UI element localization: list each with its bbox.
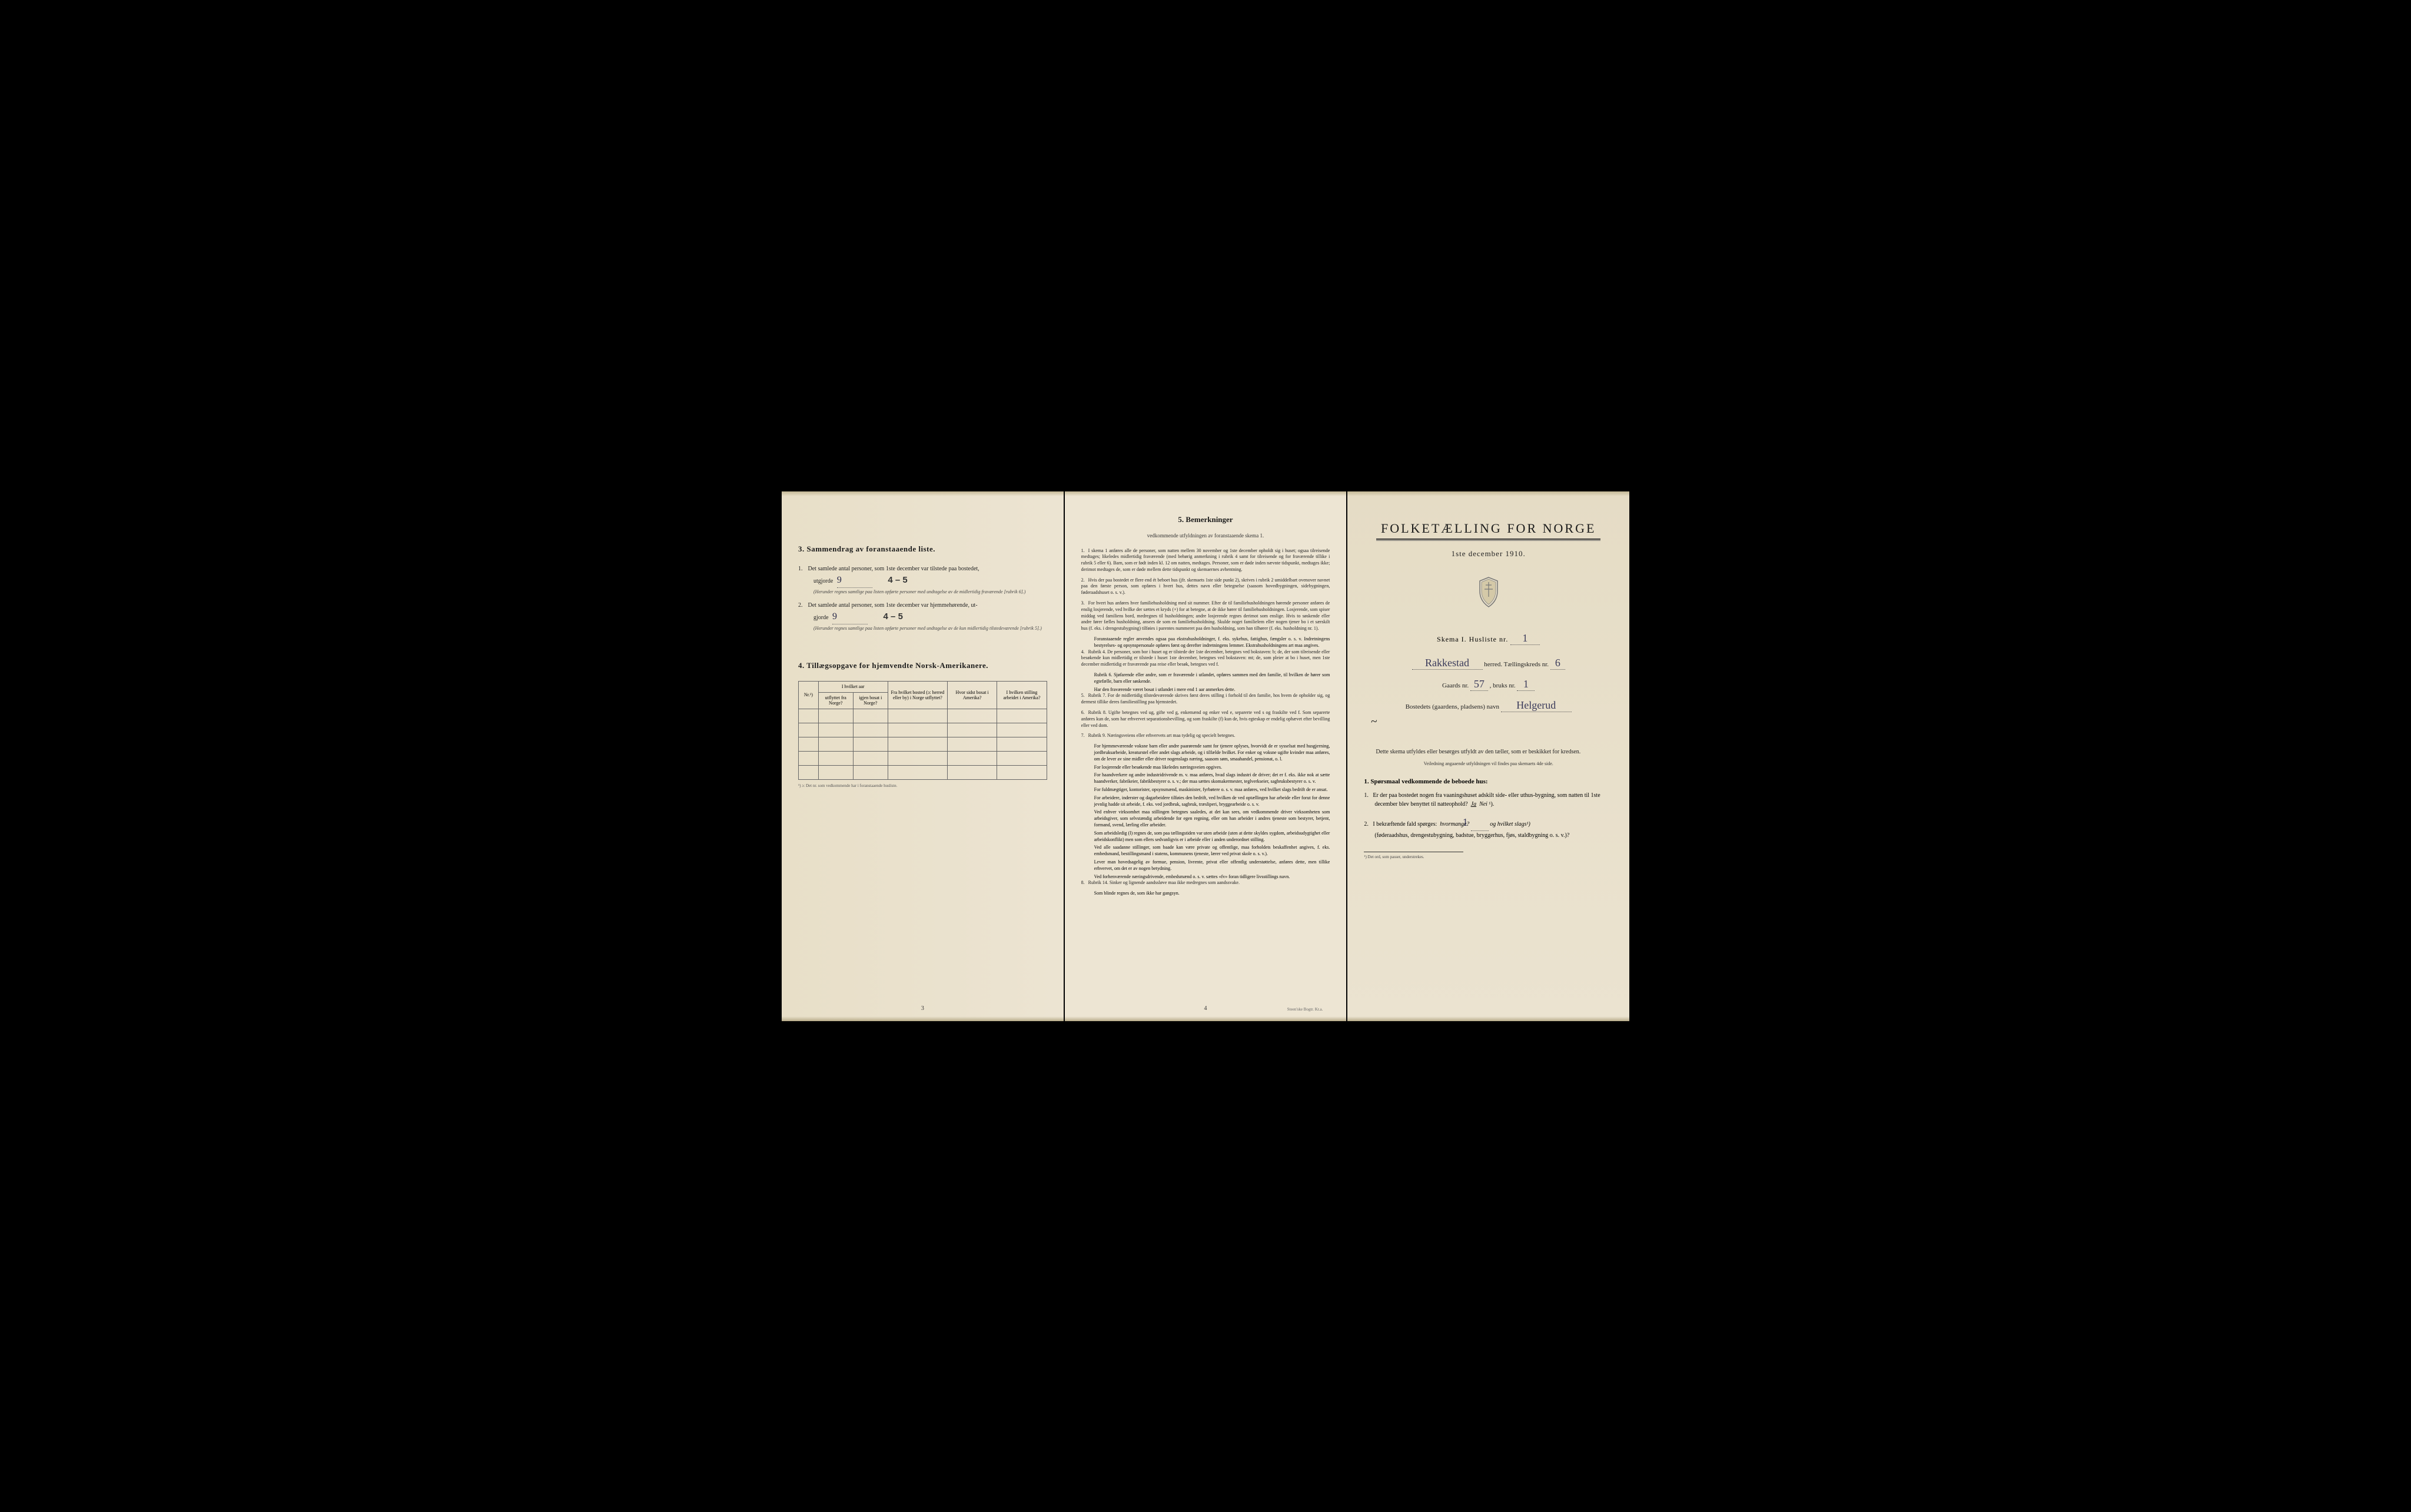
page-left: 3. Sammendrag av foranstaaende liste. 1.… [782,491,1064,1021]
th-position: I hvilken stilling arbeidet i Amerika? [997,682,1047,709]
crest-icon [1364,576,1613,614]
table-row [799,709,1047,723]
remark-para: Lever man hovedsagelig av formue, pensio… [1094,859,1330,872]
table-row [799,737,1047,752]
remark-para: For haandverkere og andre industridriven… [1094,772,1330,785]
page-right: FOLKETÆLLING FOR NORGE 1ste december 191… [1347,491,1629,1021]
note-1: (Herunder regnes samtlige paa listen opf… [813,589,1047,595]
instruction-text: Dette skema utfyldes eller besørges utfy… [1364,747,1613,756]
note-2: (Herunder regnes samtlige paa listen opf… [813,626,1047,632]
remark-para: Har den fraværende været bosat i utlande… [1094,687,1330,693]
subtitle: 1ste december 1910. [1364,549,1613,559]
summary-item-1: 1. Det samlede antal personer, som 1ste … [798,564,1047,595]
page-middle: 5. Bemerkninger vedkommende utfyldningen… [1065,491,1347,1021]
skema-line: Skema I. Husliste nr. 1 [1364,632,1613,645]
remark-item: 2.Hvis der paa bostedet er flere end ét … [1081,577,1330,596]
question-heading: 1. Spørsmaal vedkommende de beboede hus: [1364,778,1613,785]
remark-item: 1.I skema 1 anføres alle de personer, so… [1081,548,1330,573]
remark-para: Foranstaaende regler anvendes ogsaa paa … [1094,636,1330,649]
footnote: ¹) Det ord, som passer, understrekes. [1364,855,1613,859]
remark-item: 3.For hvert hus anføres hver familiehush… [1081,600,1330,632]
remark-para: For fuldmægtiger, kontorister, opsynsmæn… [1094,787,1330,793]
tilde-mark: ~ [1370,715,1378,729]
remarks-list: 1.I skema 1 anføres alle de personer, so… [1081,548,1330,897]
table-row [799,766,1047,780]
remark-para: Ved alle saadanne stillinger, som baade … [1094,845,1330,858]
herred-line: Rakkestad herred. Tællingskreds nr. 6 [1364,657,1613,670]
remark-item: 6.Rubrik 8. Ugifte betegnes ved ug, gift… [1081,710,1330,729]
americans-table: Nr.¹) I hvilket aar Fra hvilket bosted (… [798,681,1047,780]
gaards-line: Gaards nr. 57 , bruks nr. 1 [1364,678,1613,691]
edge [1065,491,1347,496]
edge [1347,491,1629,496]
remark-para: Som arbeidsledig (l) regnes de, som paa … [1094,830,1330,843]
th-where: Hvor sidst bosat i Amerika? [947,682,997,709]
main-title: FOLKETÆLLING FOR NORGE [1364,521,1613,536]
edge [782,1016,1064,1021]
remark-para: Ved enhver virksomhet maa stillingen bet… [1094,809,1330,828]
table-row [799,723,1047,737]
remark-para: Ved forhenværende næringsdrivende, embed… [1094,874,1330,880]
section5-heading: 5. Bemerkninger [1081,515,1330,524]
section5-subheading: vedkommende utfyldningen av foranstaaend… [1081,533,1330,539]
remark-item: 4.Rubrik 4. De personer, som bor i huset… [1081,649,1330,668]
title-rule-thin [1376,540,1600,541]
remark-para: For hjemmeværende voksne barn eller andr… [1094,743,1330,762]
printer-mark: Steen'ske Bogtr. Kr.a. [1287,1007,1323,1012]
table-row [799,752,1047,766]
remark-para: For arbeidere, inderster og dagarbeidere… [1094,795,1330,808]
section3-heading: 3. Sammendrag av foranstaaende liste. [798,544,1047,554]
bosted-line: Bostedets (gaardens, pladsens) navn Helg… [1364,699,1613,712]
remark-item: 5.Rubrik 7. For de midlertidig tilstedev… [1081,693,1330,706]
th-from: Fra hvilket bosted (ɔ: herred eller by) … [888,682,947,709]
th-emigrated: utflyttet fra Norge? [818,692,853,709]
question-block: 1. Spørsmaal vedkommende de beboede hus:… [1364,778,1613,840]
edge [1065,1016,1347,1021]
th-nr: Nr.¹) [799,682,819,709]
remark-para: Som blinde regnes de, som ikke har gangs… [1094,890,1330,897]
edge [1347,1016,1629,1021]
remark-item: 8.Rubrik 14. Sinker og lignende aandsslø… [1081,880,1330,886]
remark-item: 7.Rubrik 9. Næringsveiens eller erhverve… [1081,733,1330,739]
edge [782,491,1064,496]
question-1: 1. Er der paa bostedet nogen fra vaaning… [1364,791,1613,809]
table-footnote: ¹) ɔ: Det nr. som vedkommende har i fora… [798,783,1047,788]
th-returned: igjen bosat i Norge? [853,692,888,709]
th-year: I hvilket aar [818,682,888,693]
page-number: 3 [921,1005,924,1012]
question-2: 2. I bekræftende fald spørges: hvormange… [1364,815,1613,840]
remark-para: Rubrik 6. Sjøfarende eller andre, som er… [1094,672,1330,685]
title-rule [1376,539,1600,540]
instruction-small: Veiledning angaaende utfyldningen vil fi… [1364,761,1613,766]
page-number: 4 [1204,1005,1207,1012]
section4-heading: 4. Tillægsopgave for hjemvendte Norsk-Am… [798,661,1047,670]
remark-para: For losjerende eller besøkende maa likel… [1094,765,1330,771]
document-container: 3. Sammendrag av foranstaaende liste. 1.… [782,491,1629,1021]
summary-item-2: 2. Det samlede antal personer, som 1ste … [798,601,1047,632]
